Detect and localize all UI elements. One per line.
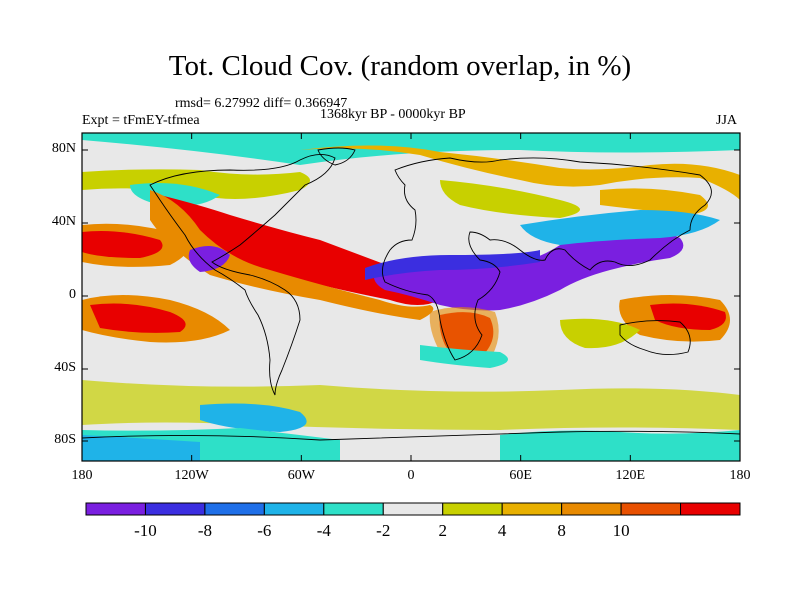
colorbar-tick-label: 8 [557, 521, 566, 540]
x-tick-label: 120W [174, 468, 209, 483]
y-tick-label: 80S [54, 432, 76, 447]
experiment-label: Expt = tFmEY-tfmea [82, 113, 200, 128]
colorbar-tick-label: 10 [612, 521, 630, 540]
colorbar-swatch [561, 502, 622, 516]
x-tick-label: 60W [287, 468, 315, 483]
colorbar-swatch [323, 502, 384, 516]
x-tick-label: 180 [71, 468, 93, 483]
colorbar-swatch [263, 502, 325, 516]
colorbar-swatch [85, 502, 146, 516]
colorbar-swatch [680, 502, 741, 516]
colorbar-swatch [620, 502, 682, 516]
coastlines [82, 147, 740, 441]
period-text: 1368kyr BP - 0000kyr BP [320, 107, 466, 122]
season-label: JJA [716, 113, 738, 128]
x-tick-label: 180 [729, 468, 751, 483]
y-tick-label: 40S [54, 360, 76, 375]
colorbar-swatch [501, 502, 563, 516]
x-tick-label: 0 [407, 468, 415, 483]
y-tick-label: 40N [51, 214, 76, 229]
y-tick-label: 0 [69, 287, 76, 302]
anomaly-field [82, 133, 740, 461]
map-title: Tot. Cloud Cov. (random overlap, in %) [168, 50, 632, 82]
colorbar-tick-label: 4 [497, 521, 507, 540]
colorbar-tick-label: -10 [134, 521, 157, 540]
colorbar-tick-label: -4 [316, 521, 331, 540]
y-tick-label: 80N [51, 141, 76, 156]
colorbar-swatch [382, 502, 444, 516]
colorbar-tick-label: -6 [257, 521, 272, 540]
stats-text: rmsd= 6.27992 diff= 0.366947 [175, 96, 348, 111]
colorbar [85, 502, 741, 516]
x-tick-label: 120E [615, 468, 646, 483]
colorbar-tick-label: -2 [376, 521, 391, 540]
colorbar-swatch [442, 502, 503, 516]
x-tick-label: 60E [509, 468, 532, 483]
colorbar-swatch [144, 502, 206, 516]
colorbar-tick-label: 2 [438, 521, 447, 540]
colorbar-tick-label: -8 [197, 521, 212, 540]
colorbar-swatch [204, 502, 265, 516]
